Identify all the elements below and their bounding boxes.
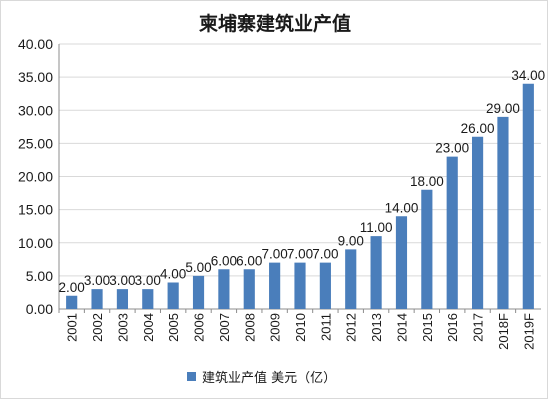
y-tick-label: 10.00 [18, 235, 53, 251]
y-tick-label: 15.00 [18, 202, 53, 218]
y-tick-label: 25.00 [18, 135, 53, 151]
y-tick-label: 30.00 [18, 102, 53, 118]
bar [421, 189, 433, 309]
bar [471, 136, 484, 309]
x-tick-label: 2002 [90, 313, 105, 342]
bar [142, 289, 154, 309]
x-tick-label: 2007 [217, 313, 232, 342]
x-tick-label: 2004 [141, 313, 156, 342]
y-tick-label: 35.00 [18, 69, 53, 85]
x-tick-label: 2016 [445, 313, 460, 342]
bar [522, 83, 534, 309]
bar [269, 262, 281, 309]
legend: 建筑业产值 美元（亿） [187, 367, 336, 386]
x-tick-label: 2015 [420, 313, 435, 342]
data-label: 26.00 [461, 121, 495, 136]
data-label: 3.00 [135, 273, 161, 288]
bar [446, 156, 458, 309]
bar [91, 289, 103, 309]
x-tick-label: 2012 [344, 313, 359, 342]
x-tick-label: 2017 [471, 313, 486, 342]
y-tick-label: 20.00 [18, 169, 53, 185]
data-label: 23.00 [435, 141, 469, 156]
x-tick-label: 2011 [318, 313, 333, 341]
bar [370, 236, 382, 309]
x-tick-label: 2001 [65, 313, 80, 342]
legend-swatch [187, 372, 196, 381]
x-tick-label: 2019F [521, 313, 536, 350]
data-label: 6.00 [236, 253, 262, 268]
x-tick-label: 2018F [496, 313, 511, 350]
bar [294, 262, 306, 309]
data-label: 29.00 [486, 101, 520, 116]
bar [497, 116, 509, 309]
x-tick-label: 2009 [268, 313, 283, 342]
x-tick-label: 2010 [293, 313, 308, 342]
bar [116, 289, 129, 309]
data-label: 14.00 [385, 200, 419, 215]
x-tick-label: 2013 [369, 313, 384, 342]
data-label: 3.00 [84, 273, 110, 288]
x-tick-label: 2008 [242, 313, 257, 342]
y-tick-label: 40.00 [18, 36, 53, 52]
bar [66, 295, 78, 309]
x-tick-label: 2003 [115, 313, 130, 342]
data-label: 5.00 [185, 260, 211, 275]
bar [167, 282, 179, 309]
data-label: 9.00 [338, 233, 364, 248]
bar [192, 275, 205, 309]
legend-label: 建筑业产值 美元（亿） [202, 371, 337, 386]
data-label: 3.00 [109, 273, 135, 288]
data-label: 2.00 [59, 280, 85, 295]
data-label: 7.00 [312, 247, 338, 262]
data-label: 18.00 [410, 174, 444, 189]
chart-title: 柬埔寨建筑业产值 [198, 13, 351, 35]
y-tick-label: 0.00 [26, 301, 53, 317]
data-label: 6.00 [211, 253, 237, 268]
bar [243, 269, 255, 309]
x-tick-label: 2014 [394, 313, 409, 342]
x-tick-label: 2005 [166, 313, 181, 342]
bar [345, 249, 357, 309]
x-tick-label: 2006 [192, 313, 207, 342]
bar [395, 216, 408, 309]
bar [218, 269, 230, 309]
data-label: 34.00 [511, 68, 545, 83]
data-label: 4.00 [160, 267, 186, 282]
data-label: 7.00 [287, 247, 313, 262]
data-label: 7.00 [261, 247, 287, 262]
bar [319, 262, 331, 309]
y-tick-label: 5.00 [26, 268, 53, 284]
data-label: 11.00 [360, 220, 393, 235]
